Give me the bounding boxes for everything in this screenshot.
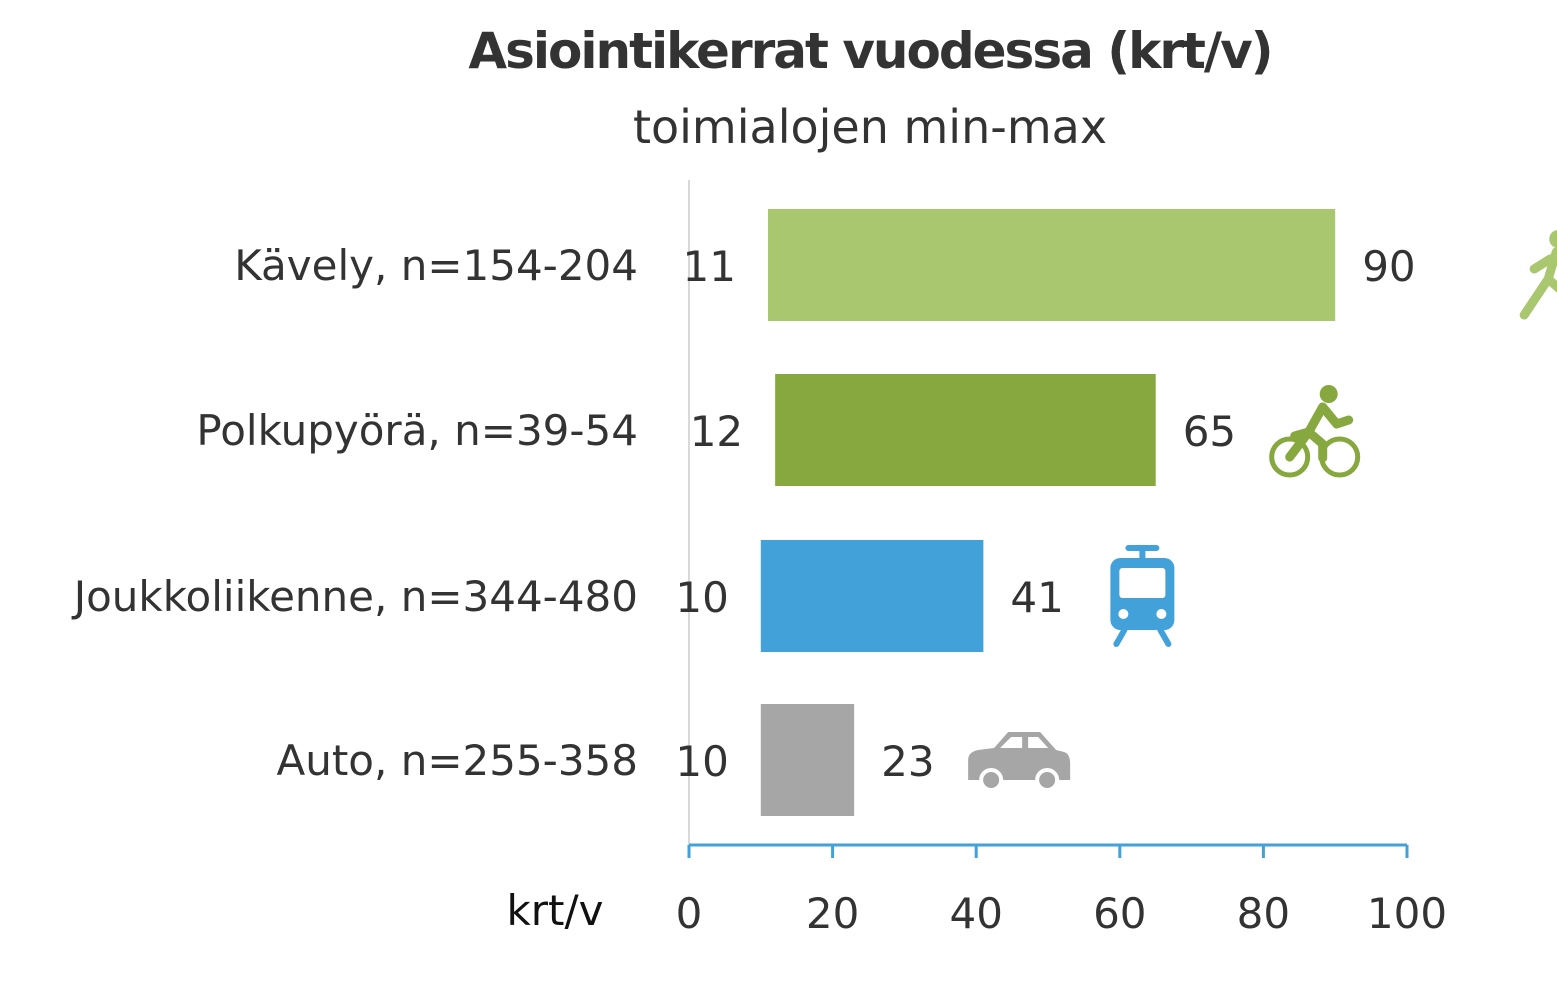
x-tick-label-0: 0	[676, 889, 703, 938]
walking-person-icon	[1519, 230, 1557, 320]
chart-subtitle: toimialojen min-max	[632, 100, 1108, 154]
x-axis-label: krt/v	[506, 886, 603, 935]
tram-window	[1119, 568, 1166, 598]
tram-pantograph	[1125, 545, 1160, 561]
range-bar-0	[767, 209, 1336, 321]
category-label-2: Joukkoliikenne, n=344-480	[71, 572, 638, 621]
tram-light-right	[1156, 609, 1167, 619]
x-tick-label-80: 80	[1237, 889, 1290, 938]
rider-body	[1285, 402, 1354, 463]
tram-icon	[1110, 545, 1175, 647]
walker-head	[1549, 230, 1557, 248]
range-bar-1	[775, 374, 1156, 486]
chart-title: Asiointikerrat vuodessa (krt/v)	[468, 22, 1273, 80]
category-label-0: Kävely, n=154-204	[234, 241, 638, 290]
car-body	[968, 732, 1071, 780]
max-value-label-3: 23	[881, 737, 934, 786]
min-value-label-0: 11	[683, 242, 736, 291]
max-value-label-0: 90	[1362, 242, 1415, 291]
category-label-3: Auto, n=255-358	[276, 736, 638, 785]
max-value-label-1: 65	[1183, 407, 1236, 456]
x-tick-label-40: 40	[949, 889, 1002, 938]
x-tick-label-60: 60	[1093, 889, 1146, 938]
min-value-label-3: 10	[675, 737, 728, 786]
range-bar-3	[760, 704, 855, 816]
car-wheel-back	[979, 768, 1004, 792]
walker-body	[1519, 247, 1557, 320]
min-value-label-1: 12	[690, 407, 743, 456]
car-wheel-front	[1035, 768, 1060, 792]
tram-light-left	[1118, 609, 1129, 619]
car-icon	[968, 732, 1071, 792]
rider-head	[1319, 385, 1338, 403]
range-bar-2	[760, 540, 984, 652]
bike-wheel-back	[1269, 436, 1311, 478]
bicycle-icon	[1269, 385, 1361, 478]
category-label-1: Polkupyörä, n=39-54	[196, 406, 638, 455]
min-value-label-2: 10	[675, 573, 728, 622]
tram-legs	[1113, 627, 1172, 647]
max-value-label-2: 41	[1010, 573, 1063, 622]
x-tick-label-100: 100	[1367, 889, 1447, 938]
car-windows	[1000, 737, 1049, 748]
x-tick-label-20: 20	[806, 889, 859, 938]
